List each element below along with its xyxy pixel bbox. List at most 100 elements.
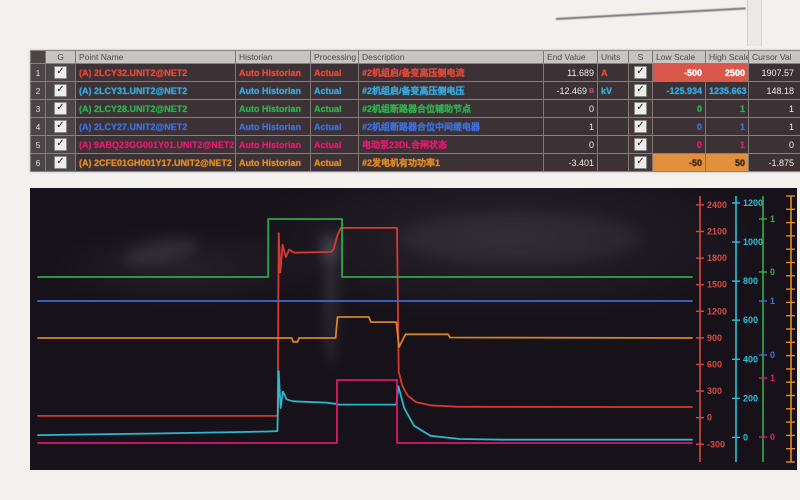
units-value: kV [598,82,629,100]
historian-value: Auto Historian [236,82,311,100]
low-scale-value[interactable]: 0 [653,136,706,154]
cursor-value: 148.18 [749,82,800,100]
point-name[interactable]: (A) 2LCY32.UNIT2@NET2 [76,64,236,82]
cursor-value: 1 [749,118,800,136]
col-header-low-scale: Low Scale [653,51,706,64]
point-description: 电动泵23DL合闸状态 [359,136,544,154]
photo-edge-artifact [747,0,762,46]
point-table: G Point Name Historian Processing Descri… [30,50,800,172]
col-header-units: Units [598,51,629,64]
g-checkbox-row6-cell: ✓ [46,154,76,172]
historian-value: Auto Historian [236,64,311,82]
low-scale-value[interactable]: 0 [653,100,706,118]
col-header-s: S [629,51,653,64]
col-header-high-scale: High Scale [706,51,749,64]
point-name[interactable]: (A) 2LCY31.UNIT2@NET2 [76,82,236,100]
cursor-value: 1 [749,100,800,118]
g-checkbox-row4[interactable]: ✓ [54,120,67,133]
g-checkbox-row2[interactable]: ✓ [54,84,67,97]
point-name[interactable]: (A) 2LCY28.UNIT2@NET2 [76,100,236,118]
s-checkbox-row6-cell: ✓ [629,154,653,172]
point-name[interactable]: (A) 9ABQ23GG001Y01.UNIT2@NET2 [76,136,236,154]
g-checkbox-row4-cell: ✓ [46,118,76,136]
end-value: 1 [544,118,598,136]
units-value: A [598,64,629,82]
processing-value: Actual [311,100,359,118]
g-checkbox-row1[interactable]: ✓ [54,66,67,79]
processing-value: Actual [311,136,359,154]
g-checkbox-row2-cell: ✓ [46,82,76,100]
col-header-historian: Historian [236,51,311,64]
historian-value: Auto Historian [236,154,311,172]
low-scale-value[interactable]: -125.934 [653,82,706,100]
pen-mark-artifact [555,7,746,20]
g-checkbox-row3-cell: ✓ [46,100,76,118]
end-value: 0 [544,100,598,118]
col-header-point-name: Point Name [76,51,236,64]
low-scale-value[interactable]: -50 [653,154,706,172]
s-checkbox-row2[interactable]: ✓ [634,84,647,97]
col-header-g: G [46,51,76,64]
chart-plot-area[interactable] [38,196,692,462]
col-header-processing: Processing [311,51,359,64]
high-scale-value[interactable]: 1 [706,118,749,136]
g-checkbox-row1-cell: ✓ [46,64,76,82]
processing-value: Actual [311,154,359,172]
high-scale-value[interactable]: 1 [706,136,749,154]
historian-value: Auto Historian [236,118,311,136]
s-checkbox-row5[interactable]: ✓ [634,138,647,151]
quality-flag: B [588,86,594,95]
s-checkbox-row4-cell: ✓ [629,118,653,136]
end-value: -3.401 [544,154,598,172]
high-scale-value[interactable]: 50 [706,154,749,172]
point-description: #2机组启/备变高压侧电流 [359,64,544,82]
col-header-description: Description [359,51,544,64]
s-checkbox-row6[interactable]: ✓ [634,156,647,169]
row-number: 6 [31,154,46,172]
low-scale-value[interactable]: 0 [653,118,706,136]
processing-value: Actual [311,64,359,82]
row-number: 5 [31,136,46,154]
cursor-value: 0 [749,136,800,154]
cursor-value: -1.875 [749,154,800,172]
units-value [598,154,629,172]
s-checkbox-row5-cell: ✓ [629,136,653,154]
point-name[interactable]: (A) 2CFE01GH001Y17.UNIT2@NET2 [76,154,236,172]
historian-value: Auto Historian [236,100,311,118]
point-description: #2机组启/备变高压侧电压 [359,82,544,100]
point-description: #2机组断路器合位中间继电器 [359,118,544,136]
g-checkbox-row3[interactable]: ✓ [54,102,67,115]
cursor-value: 1907.57 [749,64,800,82]
col-header-cursor-value: Cursor Val [749,51,800,64]
row-number: 3 [31,100,46,118]
g-checkbox-row5[interactable]: ✓ [54,138,67,151]
units-value [598,100,629,118]
low-scale-value[interactable]: -500 [653,64,706,82]
s-checkbox-row1[interactable]: ✓ [634,66,647,79]
col-header-end-value: End Value [544,51,598,64]
end-value: 0 [544,136,598,154]
high-scale-value[interactable]: 1 [706,100,749,118]
row-number: 4 [31,118,46,136]
g-checkbox-row6[interactable]: ✓ [54,156,67,169]
row-number: 2 [31,82,46,100]
point-description: #2机组断路器合位辅助节点 [359,100,544,118]
processing-value: Actual [311,118,359,136]
s-checkbox-row3[interactable]: ✓ [634,102,647,115]
point-description: #2发电机有功功率1 [359,154,544,172]
point-name[interactable]: (A) 2LCY27.UNIT2@NET2 [76,118,236,136]
g-checkbox-row5-cell: ✓ [46,136,76,154]
col-header-rownum [31,51,46,64]
end-value: 11.689 [544,64,598,82]
units-value [598,136,629,154]
processing-value: Actual [311,82,359,100]
high-scale-value[interactable]: 1235.663 [706,82,749,100]
s-checkbox-row1-cell: ✓ [629,64,653,82]
historian-value: Auto Historian [236,136,311,154]
s-checkbox-row2-cell: ✓ [629,82,653,100]
units-value [598,118,629,136]
s-checkbox-row4[interactable]: ✓ [634,120,647,133]
high-scale-value[interactable]: 2500 [706,64,749,82]
row-number: 1 [31,64,46,82]
